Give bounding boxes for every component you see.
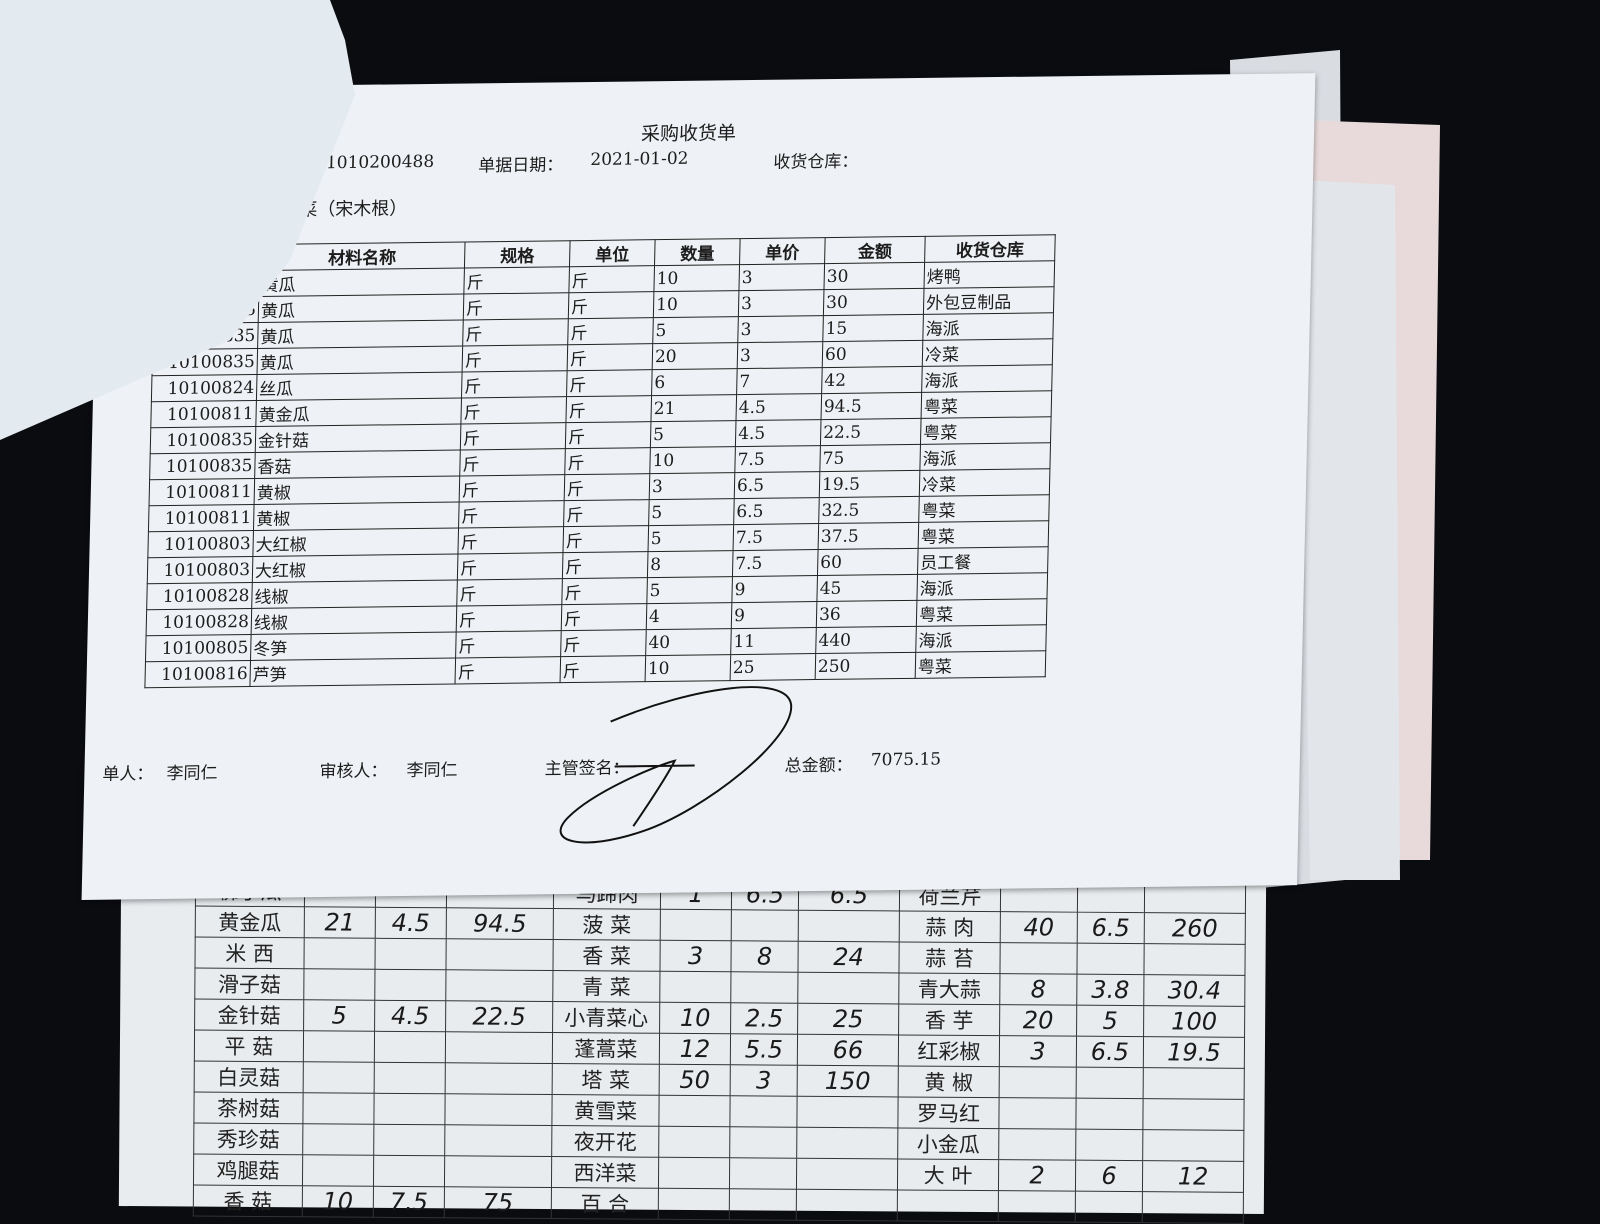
sheet-stack	[1300, 180, 1400, 880]
receipt-sheet: 采购收货单 021010200488 单据日期： 2021-01-02 收货仓库…	[81, 73, 1316, 900]
folded-corner	[0, 0, 355, 440]
signature-stroke	[559, 686, 793, 844]
signature	[559, 686, 793, 844]
